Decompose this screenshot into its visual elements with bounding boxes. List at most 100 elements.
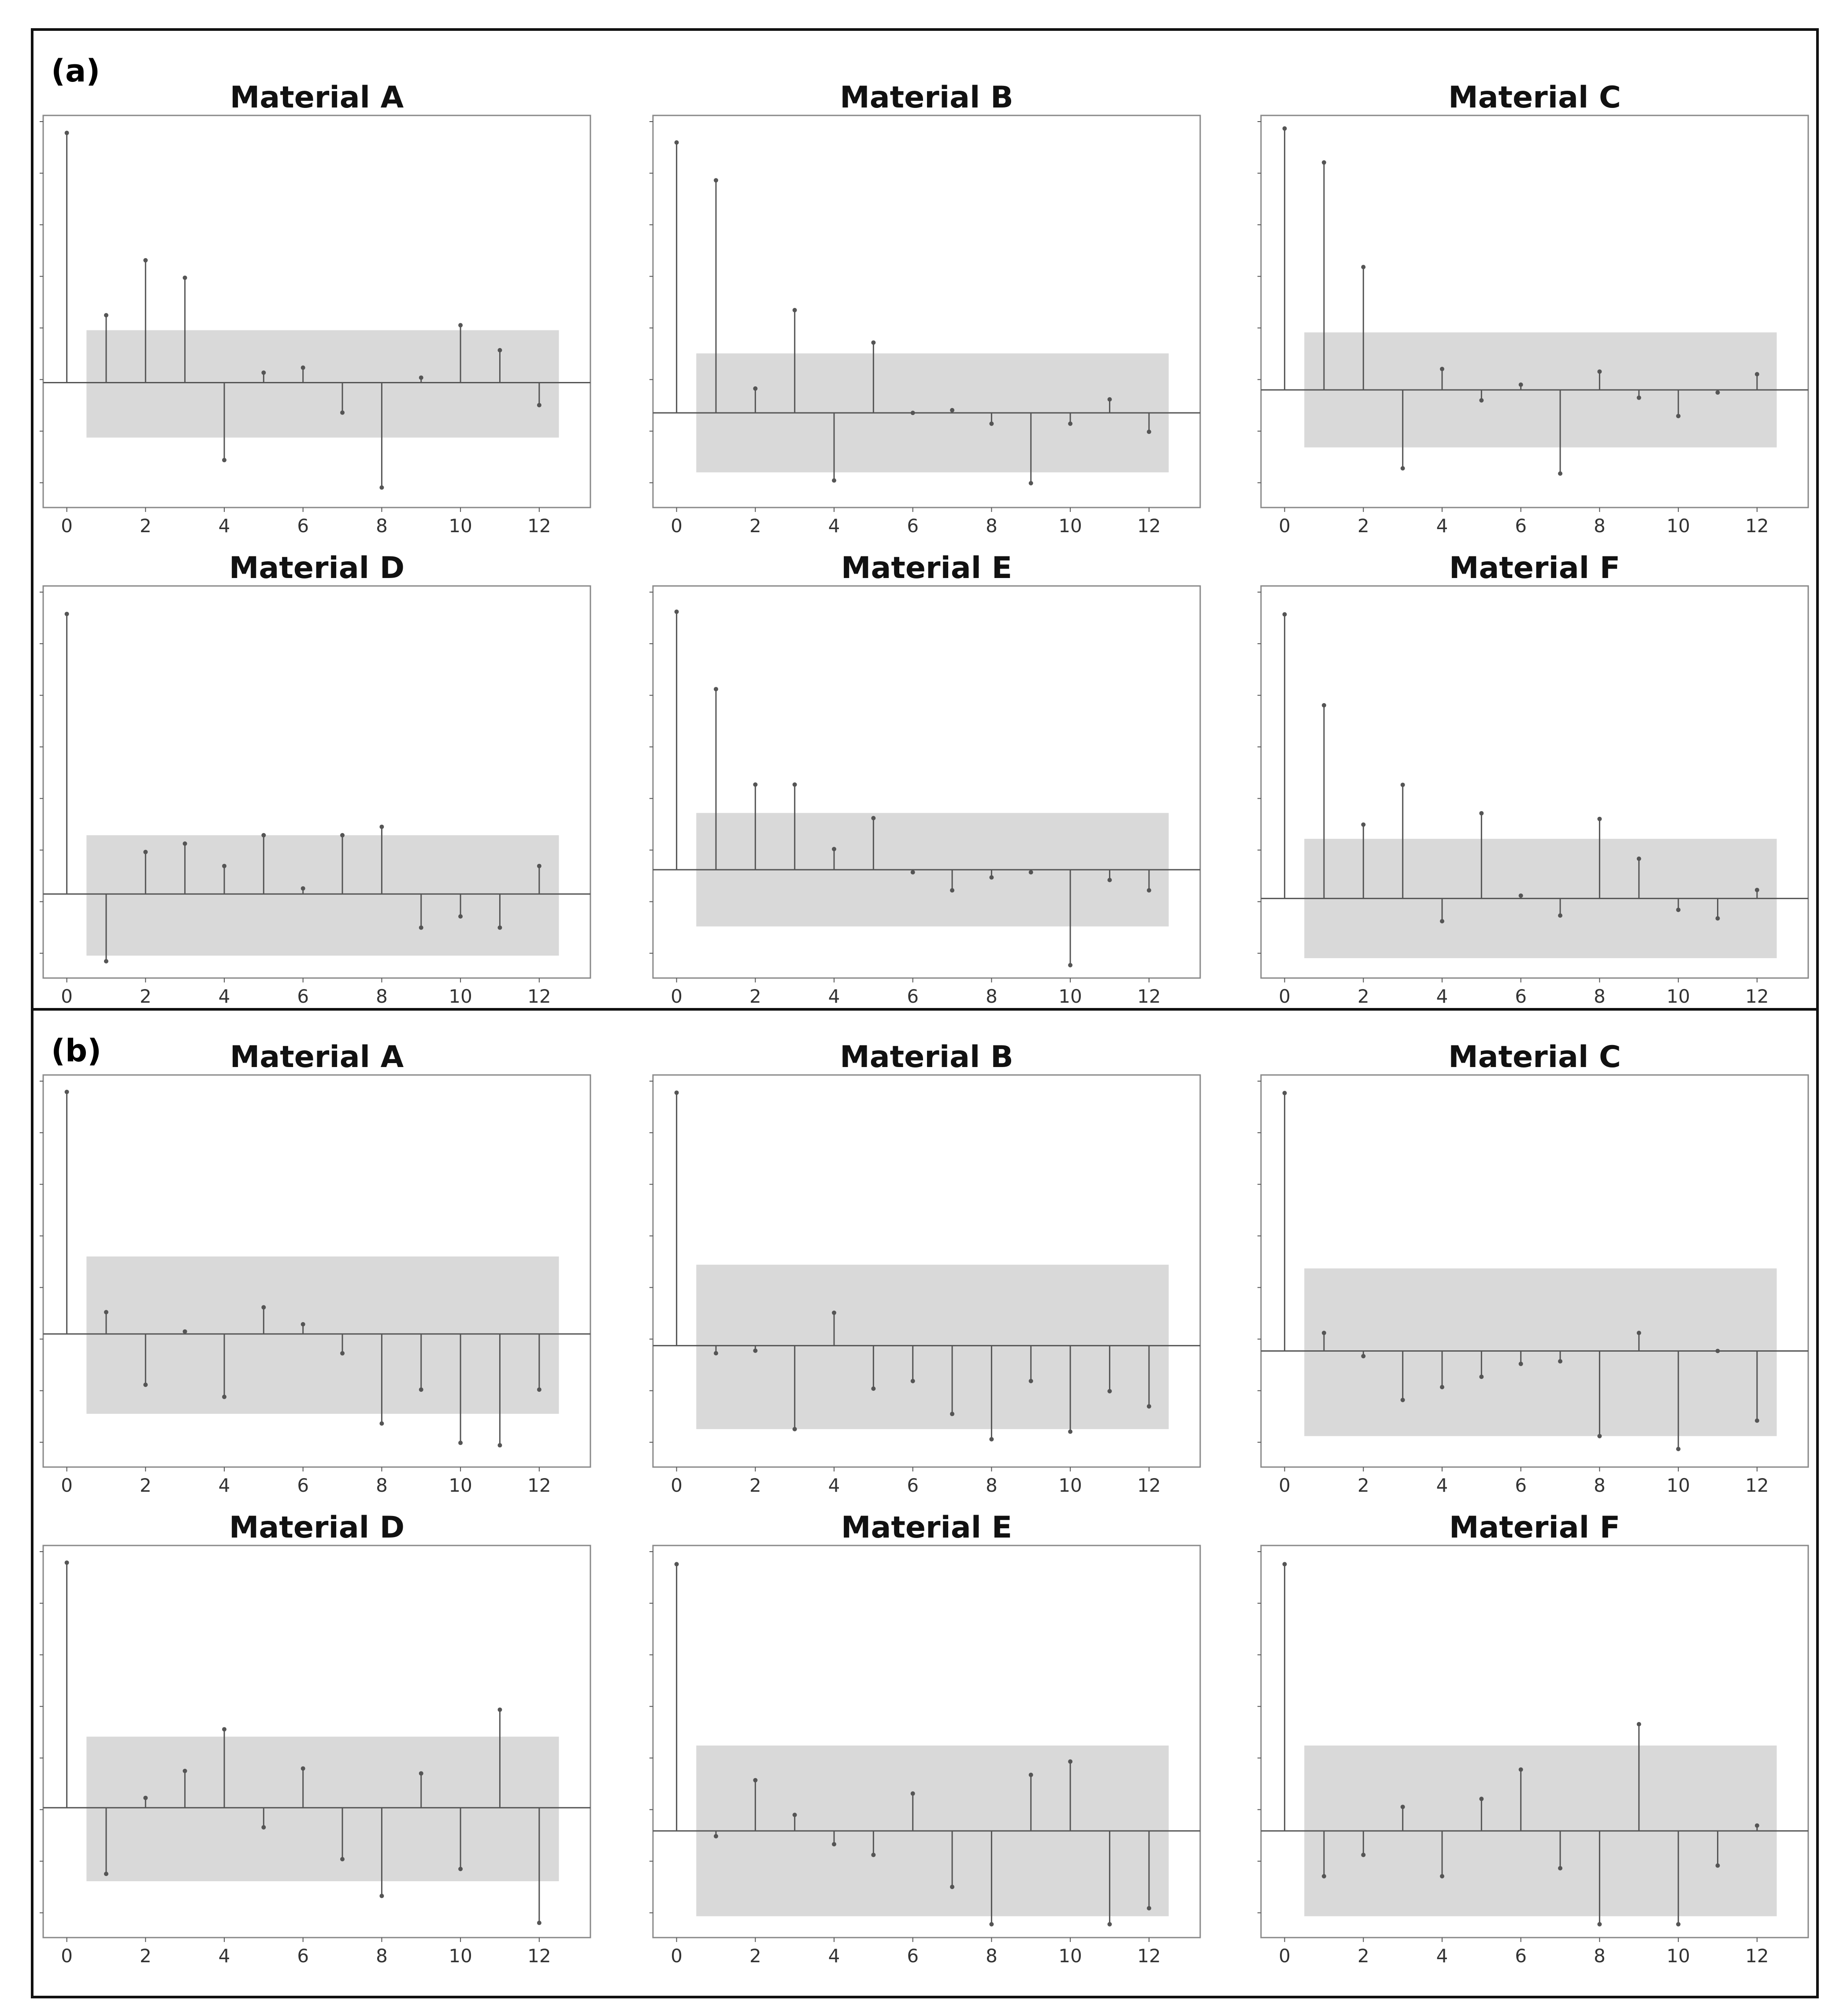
x-tick-label: 12 — [1137, 1945, 1161, 1967]
stem-marker-lag-6 — [1518, 1767, 1523, 1772]
stem-marker-lag-7 — [1558, 1866, 1563, 1871]
acf-plot-b-material-e: 0 2 4 6 8 10 12 — [649, 1545, 1201, 1967]
stem-marker-lag-3 — [1400, 1397, 1405, 1402]
x-tick-label: 6 — [1515, 1945, 1527, 1967]
stem-marker-lag-10 — [458, 1867, 463, 1871]
stem-marker-lag-7 — [1558, 1359, 1563, 1364]
stem-marker-lag-0 — [64, 611, 69, 616]
stem-marker-lag-8 — [989, 1437, 994, 1442]
acf-plot-a-material-d: 0 2 4 6 8 10 12 — [40, 585, 591, 1007]
x-tick-label: 0 — [671, 515, 682, 537]
plot-frame — [1260, 115, 1809, 508]
stem-marker-lag-11 — [1107, 397, 1112, 402]
subplot-title-a-material-f: Material F — [1449, 551, 1621, 586]
stem-marker-lag-5 — [871, 340, 876, 345]
acf-plot-a-material-c: 0 2 4 6 8 10 12 — [1257, 115, 1809, 537]
stem-marker-lag-9 — [1028, 481, 1033, 485]
x-tick-label: 10 — [449, 1945, 472, 1967]
stem-marker-lag-7 — [950, 1412, 955, 1416]
plot-frame — [1260, 1545, 1809, 1938]
stem-marker-lag-4 — [222, 1394, 227, 1399]
stem-marker-lag-6 — [300, 1322, 305, 1327]
subplot-title-b-material-b: Material B — [840, 1040, 1013, 1075]
confidence-band — [1304, 1268, 1777, 1436]
stem-marker-lag-2 — [753, 1778, 758, 1783]
x-tick-label: 2 — [1357, 986, 1369, 1007]
x-tick-label: 2 — [1357, 515, 1369, 537]
stem-marker-lag-0 — [64, 1560, 69, 1565]
x-tick-label: 8 — [376, 515, 388, 537]
x-tick-label: 12 — [527, 515, 551, 537]
x-tick-label: 0 — [61, 986, 73, 1007]
stem-marker-lag-6 — [300, 1766, 305, 1771]
subplot-title-a-material-b: Material B — [840, 80, 1013, 115]
x-tick-label: 0 — [61, 1475, 73, 1496]
x-tick-label: 12 — [1745, 1475, 1769, 1496]
stem-marker-lag-9 — [419, 1771, 423, 1776]
acf-plot-b-material-c: 0 2 4 6 8 10 12 — [1257, 1074, 1809, 1496]
acf-plot-b-material-d: 0 2 4 6 8 10 12 — [40, 1545, 591, 1967]
confidence-band — [86, 1736, 559, 1882]
stem-marker-lag-10 — [1068, 1429, 1073, 1434]
stem-marker-lag-5 — [261, 1305, 266, 1310]
stem-marker-lag-1 — [1321, 703, 1326, 708]
stem-marker-lag-11 — [497, 1443, 502, 1448]
confidence-band — [86, 835, 559, 956]
stem-marker-lag-4 — [1440, 1385, 1445, 1390]
stem-marker-lag-4 — [832, 478, 837, 483]
stem-marker-lag-1 — [1321, 1874, 1326, 1879]
stem-marker-lag-9 — [1636, 856, 1641, 861]
stem-marker-lag-6 — [910, 1791, 915, 1796]
stem-marker-lag-8 — [1597, 1922, 1602, 1927]
stem-marker-lag-4 — [1440, 919, 1445, 924]
x-tick-label: 2 — [749, 986, 761, 1007]
stem-marker-lag-8 — [989, 421, 994, 426]
stem-marker-lag-0 — [674, 140, 679, 145]
x-tick-label: 8 — [986, 1945, 998, 1967]
stem-marker-lag-8 — [379, 485, 384, 490]
stem-marker-lag-5 — [1479, 1375, 1484, 1379]
x-tick-label: 10 — [1666, 986, 1690, 1007]
x-tick-label: 6 — [297, 1945, 309, 1967]
stem-marker-lag-2 — [143, 258, 148, 263]
stem-marker-lag-8 — [1597, 816, 1602, 821]
stem-marker-lag-10 — [458, 1441, 463, 1445]
plot-frame — [42, 115, 591, 508]
x-tick-label: 12 — [1137, 986, 1161, 1007]
subplot-title-a-material-e: Material E — [841, 551, 1013, 586]
stem-marker-lag-12 — [1146, 1404, 1151, 1409]
stem-marker-lag-11 — [1107, 1389, 1112, 1393]
x-tick-label: 0 — [671, 986, 682, 1007]
stem-marker-lag-1 — [713, 1834, 718, 1838]
stem-marker-lag-4 — [832, 1310, 837, 1315]
confidence-band — [696, 1264, 1169, 1429]
subplot-title-b-material-a: Material A — [230, 1040, 404, 1075]
stem-marker-lag-1 — [713, 178, 718, 183]
x-tick-label: 8 — [986, 986, 998, 1007]
x-tick-label: 2 — [140, 515, 152, 537]
stem-marker-lag-3 — [792, 308, 797, 312]
stem-marker-lag-5 — [871, 1853, 876, 1857]
stem-marker-lag-7 — [340, 833, 345, 838]
stem-marker-lag-4 — [222, 863, 227, 868]
subplot-title-b-material-c: Material C — [1448, 1040, 1621, 1075]
stem-marker-lag-11 — [1107, 1922, 1112, 1927]
stem-marker-lag-6 — [1518, 382, 1523, 387]
x-tick-label: 8 — [376, 986, 388, 1007]
stem-marker-lag-12 — [537, 1920, 541, 1925]
stem-marker-lag-10 — [1676, 414, 1681, 419]
stem-marker-lag-8 — [1597, 369, 1602, 374]
x-tick-label: 0 — [61, 515, 73, 537]
x-tick-label: 4 — [828, 515, 840, 537]
x-tick-label: 10 — [1058, 986, 1082, 1007]
stem-marker-lag-6 — [910, 411, 915, 415]
x-tick-label: 12 — [527, 1945, 551, 1967]
stem-marker-lag-4 — [1440, 1874, 1445, 1879]
plot-frame — [1260, 585, 1809, 979]
plot-frame — [42, 1074, 591, 1468]
stem-marker-lag-11 — [497, 1707, 502, 1712]
x-tick-label: 10 — [1058, 1475, 1082, 1496]
stem-marker-lag-2 — [753, 386, 758, 391]
stem-marker-lag-7 — [950, 1884, 955, 1889]
stem-marker-lag-6 — [1518, 1361, 1523, 1366]
